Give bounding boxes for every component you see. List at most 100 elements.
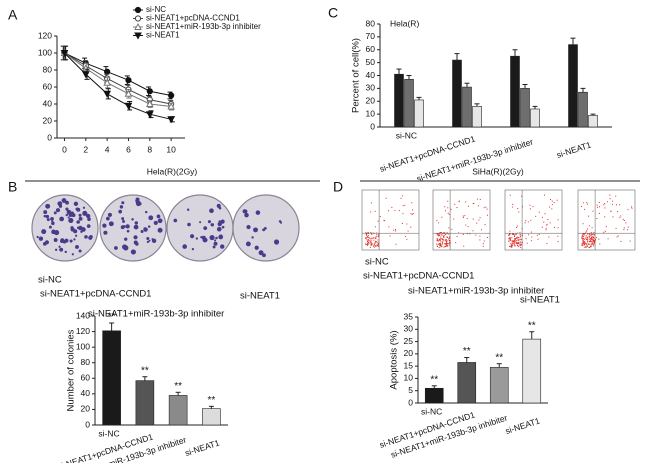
colony bbox=[71, 228, 74, 231]
event bbox=[436, 234, 438, 236]
bar bbox=[404, 79, 414, 128]
colony bbox=[118, 209, 123, 214]
event bbox=[592, 232, 594, 234]
event bbox=[603, 231, 605, 233]
event bbox=[373, 239, 375, 241]
event bbox=[448, 243, 450, 245]
event bbox=[590, 246, 592, 248]
event bbox=[591, 239, 593, 241]
event bbox=[411, 202, 413, 204]
event bbox=[376, 234, 378, 236]
event bbox=[441, 234, 443, 236]
colony bbox=[60, 238, 65, 243]
event bbox=[440, 244, 442, 246]
event bbox=[439, 239, 441, 241]
colony bbox=[114, 246, 118, 250]
event bbox=[483, 207, 485, 209]
colony bbox=[203, 226, 208, 231]
event bbox=[443, 237, 445, 239]
colony bbox=[53, 211, 57, 215]
event bbox=[582, 242, 584, 244]
event bbox=[465, 201, 467, 203]
event bbox=[511, 246, 513, 248]
bar bbox=[520, 88, 530, 128]
event bbox=[530, 231, 532, 233]
event bbox=[466, 233, 468, 235]
event bbox=[583, 237, 585, 239]
event bbox=[437, 239, 439, 241]
series-line bbox=[64, 52, 172, 96]
event bbox=[368, 242, 370, 244]
event bbox=[516, 227, 518, 229]
event bbox=[519, 244, 521, 246]
event bbox=[446, 241, 448, 243]
event bbox=[629, 240, 631, 242]
event bbox=[374, 242, 376, 244]
event bbox=[365, 243, 367, 245]
event bbox=[448, 245, 450, 247]
event bbox=[388, 226, 390, 228]
event bbox=[525, 238, 527, 240]
event bbox=[367, 240, 369, 242]
event bbox=[374, 237, 376, 239]
colony bbox=[157, 218, 163, 224]
event bbox=[588, 236, 590, 238]
event bbox=[437, 233, 439, 235]
colony bbox=[126, 229, 130, 233]
event bbox=[375, 245, 377, 247]
bar bbox=[394, 73, 404, 128]
event bbox=[582, 245, 584, 247]
event bbox=[366, 244, 368, 246]
event bbox=[513, 233, 515, 235]
event bbox=[581, 236, 583, 238]
bar bbox=[414, 99, 424, 128]
event bbox=[588, 233, 590, 235]
event bbox=[445, 243, 447, 245]
y-tick-label: 40 bbox=[43, 98, 53, 108]
event bbox=[384, 220, 386, 222]
event bbox=[486, 214, 488, 216]
colony bbox=[214, 239, 217, 242]
event bbox=[512, 240, 514, 242]
event bbox=[514, 235, 516, 237]
significance-label: ** bbox=[108, 312, 116, 323]
event bbox=[375, 240, 377, 242]
colony bbox=[220, 244, 225, 249]
event bbox=[511, 242, 513, 244]
colony bbox=[75, 245, 79, 249]
colony bbox=[245, 241, 251, 247]
y-tick-label: 50 bbox=[366, 57, 376, 67]
event bbox=[582, 240, 584, 242]
event bbox=[593, 234, 595, 236]
y-tick-label: 70 bbox=[366, 31, 376, 41]
event bbox=[402, 195, 404, 197]
event bbox=[604, 203, 606, 205]
event bbox=[583, 242, 585, 244]
condition-label: si-NEAT1+pcDNA-CCND1 bbox=[40, 289, 151, 300]
event bbox=[543, 194, 545, 196]
event bbox=[619, 204, 621, 206]
event bbox=[590, 232, 592, 234]
panel-letter: B bbox=[8, 179, 17, 195]
colony bbox=[146, 240, 149, 244]
event bbox=[512, 240, 514, 242]
event bbox=[511, 237, 513, 239]
y-tick-label: 40 bbox=[81, 388, 91, 398]
event bbox=[521, 195, 523, 197]
legend-marker bbox=[134, 32, 142, 40]
error-bar bbox=[208, 405, 214, 409]
event bbox=[509, 234, 511, 236]
event bbox=[508, 240, 510, 242]
event bbox=[604, 230, 606, 232]
event bbox=[372, 237, 374, 239]
event bbox=[537, 238, 539, 240]
colony bbox=[133, 240, 138, 245]
event bbox=[370, 232, 372, 234]
colony bbox=[41, 229, 47, 235]
colony bbox=[209, 234, 215, 241]
colony bbox=[151, 238, 154, 241]
error-bar bbox=[474, 103, 480, 107]
event bbox=[446, 240, 448, 242]
event bbox=[556, 199, 558, 201]
event bbox=[583, 240, 585, 242]
